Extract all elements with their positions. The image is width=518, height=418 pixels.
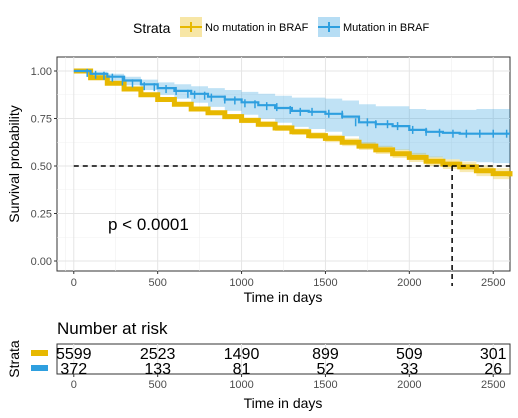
risk-x-tick-label: 1500 xyxy=(313,379,337,391)
risk-table-x-label: Time in days xyxy=(244,395,323,411)
legend-label-no-mutation: No mutation in BRAF xyxy=(205,22,309,34)
risk-x-tick-label: 2000 xyxy=(397,379,421,391)
y-tick-label: 1.00 xyxy=(31,66,52,78)
y-axis-label: Survival probability xyxy=(6,105,22,223)
x-axis-label: Time in days xyxy=(244,289,323,305)
censor-marks xyxy=(86,68,508,138)
risk-cell: 1490 xyxy=(224,346,260,363)
x-tick-label: 1000 xyxy=(229,277,253,289)
risk-key-no-mutation xyxy=(31,350,48,356)
legend: Strata No mutation in BRAF Mutation in B… xyxy=(133,17,429,37)
x-tick-label: 1500 xyxy=(313,277,337,289)
x-tick-label: 0 xyxy=(71,277,77,289)
risk-cell: 301 xyxy=(480,346,507,363)
risk-x-tick-label: 0 xyxy=(71,379,77,391)
legend-title: Strata xyxy=(133,20,171,36)
survival-plot: p < 0.0001 0 500 1000 1500 2000 2500 0.00 0.25… xyxy=(6,56,513,305)
risk-table-x-axis: 0 500 1000 1500 2000 2500 xyxy=(71,374,505,391)
risk-x-tick-label: 2500 xyxy=(481,379,505,391)
risk-table-panel xyxy=(56,343,511,375)
risk-table-y-label: Strata xyxy=(6,340,22,378)
risk-cell: 81 xyxy=(233,361,251,378)
risk-key-mutation xyxy=(31,365,48,371)
ci-band-mutation xyxy=(73,71,511,164)
risk-cell: 899 xyxy=(312,346,339,363)
risk-cell: 2523 xyxy=(140,346,176,363)
risk-table-grid xyxy=(73,344,494,374)
y-tick-label: 0.00 xyxy=(31,256,52,268)
x-tick-label: 2000 xyxy=(397,277,421,289)
y-axis: 0.00 0.25 0.50 0.75 1.00 xyxy=(31,66,57,268)
risk-cell: 26 xyxy=(484,361,502,378)
y-tick-label: 0.25 xyxy=(31,209,52,221)
p-value-annotation: p < 0.0001 xyxy=(108,215,189,234)
legend-label-mutation: Mutation in BRAF xyxy=(343,22,429,34)
risk-cell: 5599 xyxy=(56,346,92,363)
risk-table-cells: 5599 2523 1490 899 509 301 372 133 81 52 33 26 xyxy=(56,346,507,378)
risk-cell: 372 xyxy=(60,361,87,378)
risk-table-keys xyxy=(31,350,48,371)
median-lines xyxy=(73,165,510,286)
risk-cell: 52 xyxy=(317,361,335,378)
risk-cell: 33 xyxy=(400,361,418,378)
risk-cell: 509 xyxy=(396,346,423,363)
risk-table-title: Number at risk xyxy=(57,319,168,338)
x-axis: 0 500 1000 1500 2000 2500 xyxy=(71,271,505,289)
x-tick-label: 2500 xyxy=(481,277,505,289)
risk-table: Number at risk 5599 2523 1490 899 509 301 372 1… xyxy=(6,319,511,411)
y-tick-label: 0.50 xyxy=(31,161,52,173)
y-tick-label: 0.75 xyxy=(31,114,52,126)
curve-no-mutation xyxy=(73,68,513,177)
risk-x-tick-label: 500 xyxy=(148,379,166,391)
x-tick-label: 500 xyxy=(148,277,166,289)
risk-cell: 133 xyxy=(144,361,171,378)
risk-x-tick-label: 1000 xyxy=(229,379,253,391)
